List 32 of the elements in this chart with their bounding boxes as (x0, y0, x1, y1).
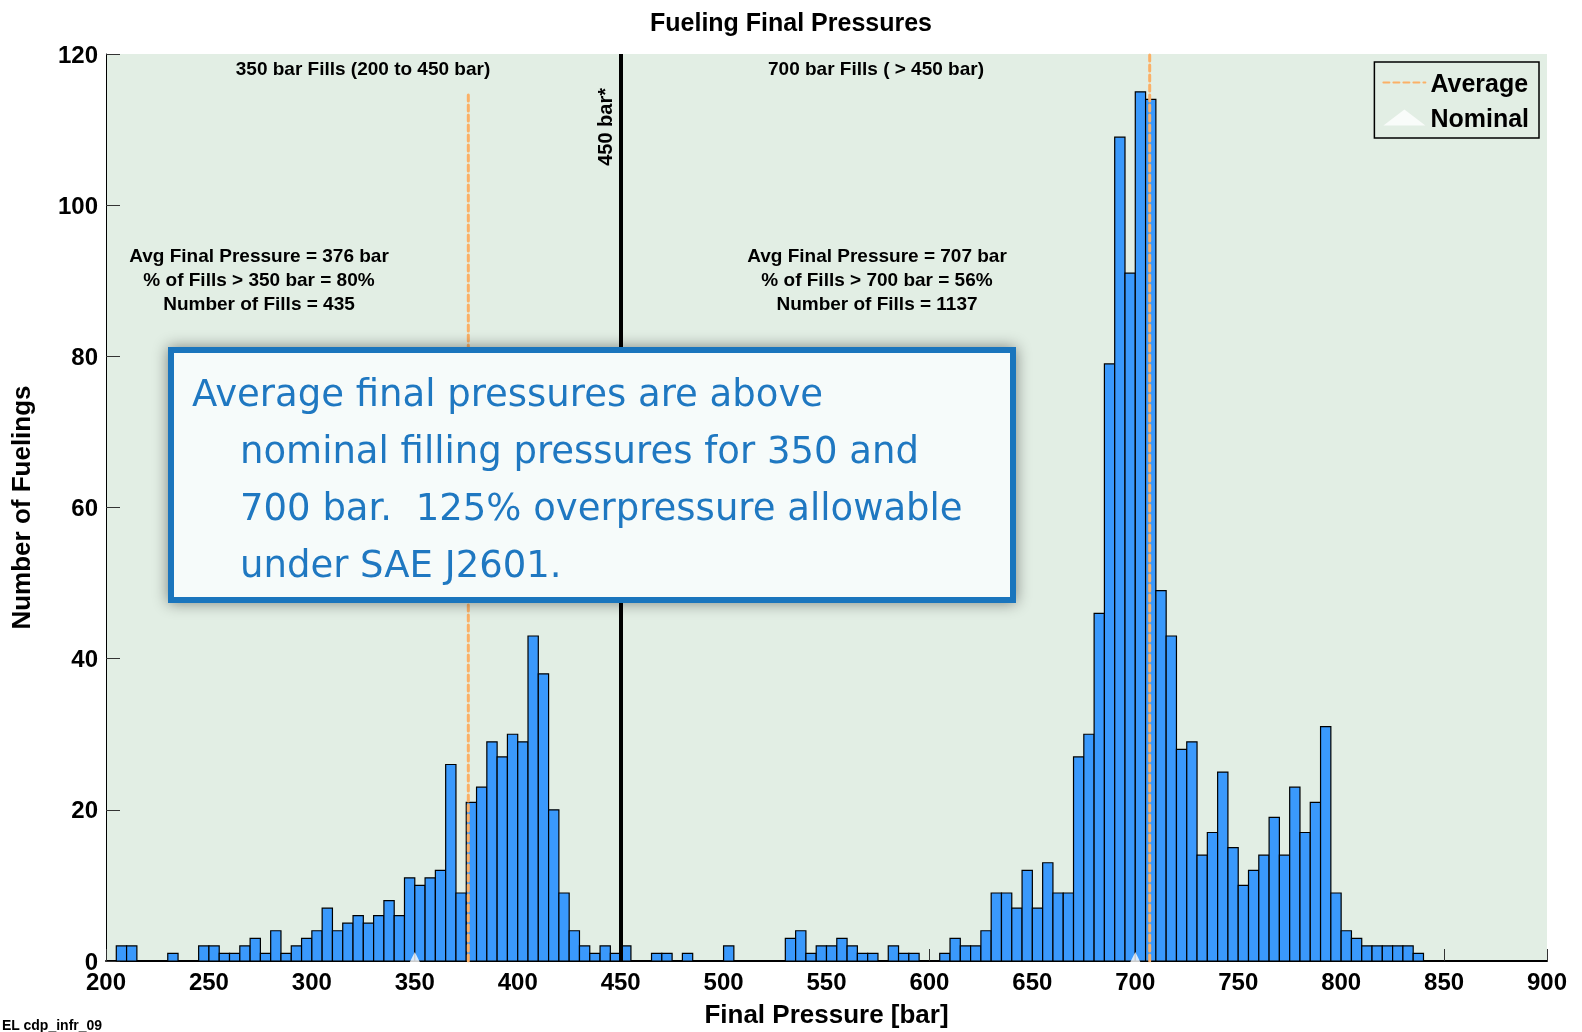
y-tick-label: 40 (71, 645, 98, 673)
y-tick-label: 60 (71, 494, 98, 521)
ref-line-label: 450 bar* (593, 87, 616, 166)
y-tick-label: 20 (71, 796, 98, 824)
legend-label: Nominal (1430, 103, 1529, 132)
y-axis-title: Number of Fuelings (6, 385, 36, 630)
text: EL cdp_infr_09 (2, 1016, 103, 1032)
annotation: 350 bar Fills (200 to 450 bar) (235, 57, 491, 81)
x-tick-label: 650 (1012, 967, 1053, 995)
legend-label: Average (1430, 68, 1529, 97)
x-tick-label: 800 (1321, 967, 1362, 995)
x-tick-label: 700 (1115, 967, 1156, 995)
annotation: Average final pressures are above nominal filling pressures for 350 and 700 bar. 125% overpressure allowable under SAE J2601. (191, 371, 964, 588)
annotation: Avg Final Pressure = 707 bar % of Fills > 700 bar = 56% Number of Fills = 1137 (747, 244, 1007, 316)
y-tick-label: 80 (71, 342, 98, 370)
x-tick-label: 900 (1526, 967, 1568, 995)
x-tick-label: 500 (703, 967, 744, 995)
annotation: Avg Final Pressure = 376 bar % of Fills > 350 bar = 80% Number of Fills = 435 (129, 244, 389, 316)
x-tick-label: 450 (600, 967, 641, 995)
y-tick-label: 100 (57, 191, 98, 219)
x-tick-label: 300 (291, 967, 332, 995)
x-tick-label: 600 (909, 967, 950, 995)
chart-title: Fueling Final Pressures (649, 7, 933, 36)
x-tick-label: 250 (188, 967, 229, 995)
x-tick-label: 400 (497, 967, 538, 995)
x-tick-label: 350 (394, 967, 435, 995)
x-tick-label: 750 (1218, 967, 1259, 995)
x-axis-title: Final Pressure [bar] (704, 999, 949, 1029)
y-tick-label: 120 (57, 40, 98, 68)
x-tick-label: 850 (1424, 967, 1465, 995)
x-tick-label: 550 (806, 967, 847, 995)
annotation: 700 bar Fills ( > 450 bar) (768, 57, 984, 81)
